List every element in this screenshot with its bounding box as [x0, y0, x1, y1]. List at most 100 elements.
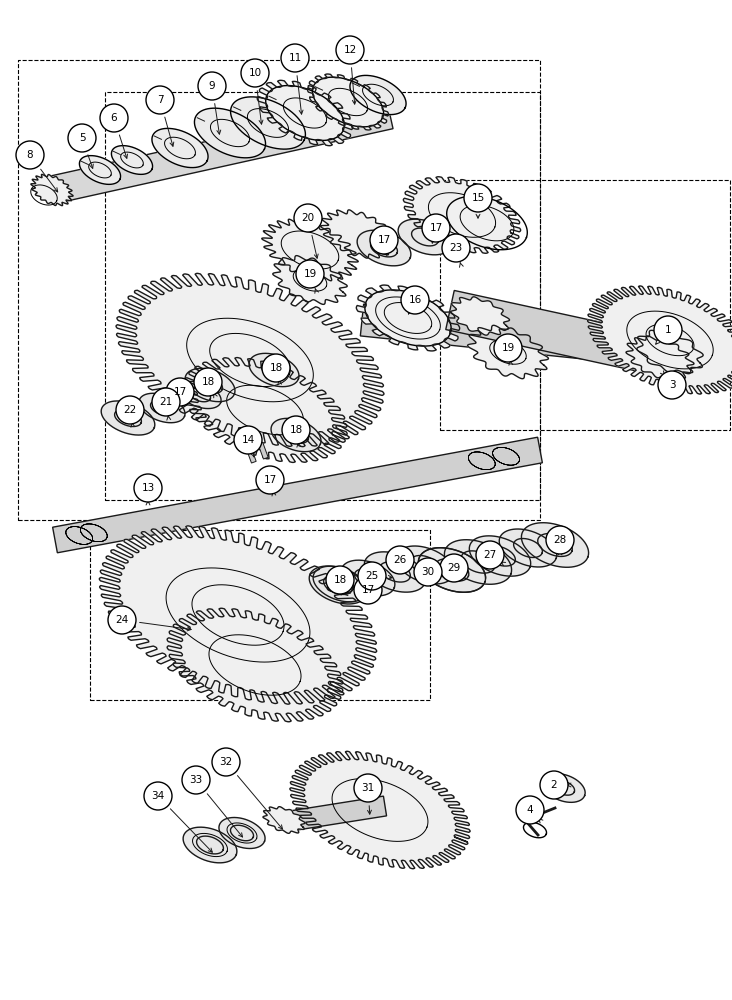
Polygon shape	[468, 325, 548, 379]
Text: 18: 18	[201, 377, 214, 387]
Circle shape	[134, 474, 162, 502]
Polygon shape	[356, 285, 460, 351]
Polygon shape	[257, 80, 353, 146]
Circle shape	[68, 124, 96, 152]
Circle shape	[144, 782, 172, 810]
Text: 9: 9	[209, 81, 215, 91]
Text: 17: 17	[378, 235, 391, 245]
Polygon shape	[350, 75, 406, 115]
Circle shape	[152, 388, 180, 416]
Text: 10: 10	[248, 68, 261, 78]
Polygon shape	[588, 286, 732, 394]
Polygon shape	[219, 817, 265, 849]
Polygon shape	[271, 418, 321, 452]
Text: 8: 8	[26, 150, 34, 160]
Circle shape	[282, 416, 310, 444]
Circle shape	[401, 286, 429, 314]
Polygon shape	[31, 174, 73, 206]
Polygon shape	[341, 560, 395, 596]
Polygon shape	[499, 529, 557, 567]
Polygon shape	[273, 256, 347, 304]
Text: 4: 4	[527, 805, 534, 815]
Polygon shape	[637, 330, 703, 374]
Text: 26: 26	[393, 555, 406, 565]
Text: 18: 18	[269, 363, 283, 373]
Polygon shape	[396, 546, 454, 584]
Polygon shape	[626, 336, 694, 380]
Text: 18: 18	[289, 425, 302, 435]
Polygon shape	[313, 566, 367, 602]
Circle shape	[414, 558, 442, 586]
Polygon shape	[111, 146, 152, 174]
Circle shape	[326, 566, 354, 594]
Text: 6: 6	[111, 113, 117, 123]
Circle shape	[234, 426, 262, 454]
Text: 17: 17	[264, 475, 277, 485]
Polygon shape	[139, 393, 185, 423]
Text: 29: 29	[447, 563, 460, 573]
Circle shape	[442, 234, 470, 262]
Bar	[258, 442, 268, 459]
Circle shape	[370, 226, 398, 254]
Polygon shape	[49, 101, 393, 204]
Polygon shape	[100, 526, 377, 704]
Circle shape	[100, 104, 128, 132]
Circle shape	[108, 606, 136, 634]
Circle shape	[354, 774, 382, 802]
Circle shape	[658, 371, 686, 399]
Circle shape	[166, 378, 194, 406]
Circle shape	[386, 546, 414, 574]
Polygon shape	[167, 608, 343, 722]
Circle shape	[296, 260, 324, 288]
Circle shape	[476, 541, 504, 569]
Text: 19: 19	[303, 269, 317, 279]
Circle shape	[654, 316, 682, 344]
Circle shape	[294, 204, 322, 232]
Polygon shape	[321, 210, 395, 258]
Circle shape	[494, 334, 522, 362]
Text: 34: 34	[152, 791, 165, 801]
Polygon shape	[290, 751, 470, 869]
Polygon shape	[357, 230, 411, 266]
Circle shape	[241, 59, 269, 87]
Polygon shape	[313, 77, 384, 127]
Polygon shape	[79, 156, 121, 184]
Polygon shape	[283, 796, 386, 832]
Circle shape	[540, 771, 568, 799]
Text: 5: 5	[78, 133, 86, 143]
Polygon shape	[419, 548, 485, 592]
Polygon shape	[183, 358, 347, 462]
Polygon shape	[195, 108, 266, 158]
Polygon shape	[266, 86, 344, 140]
Circle shape	[358, 562, 386, 590]
Circle shape	[262, 354, 290, 382]
Polygon shape	[231, 97, 305, 149]
Text: 14: 14	[242, 435, 255, 445]
Circle shape	[256, 466, 284, 494]
Polygon shape	[53, 437, 542, 553]
Polygon shape	[365, 552, 426, 592]
Polygon shape	[446, 290, 684, 380]
Polygon shape	[307, 74, 389, 130]
Polygon shape	[360, 304, 702, 371]
Polygon shape	[185, 368, 235, 402]
Text: 25: 25	[365, 571, 378, 581]
Polygon shape	[101, 401, 154, 435]
Polygon shape	[249, 353, 299, 387]
Text: 12: 12	[343, 45, 356, 55]
Text: 15: 15	[471, 193, 485, 203]
Circle shape	[422, 214, 450, 242]
Text: 22: 22	[124, 405, 137, 415]
Text: 31: 31	[362, 783, 375, 793]
Polygon shape	[398, 219, 452, 255]
Polygon shape	[309, 566, 367, 604]
Text: 11: 11	[288, 53, 302, 63]
Text: 13: 13	[141, 483, 154, 493]
Text: 7: 7	[157, 95, 163, 105]
Text: 1: 1	[665, 325, 671, 335]
Text: 24: 24	[116, 615, 129, 625]
Text: 20: 20	[302, 213, 315, 223]
Circle shape	[516, 796, 544, 824]
Circle shape	[16, 141, 44, 169]
Polygon shape	[521, 523, 589, 567]
